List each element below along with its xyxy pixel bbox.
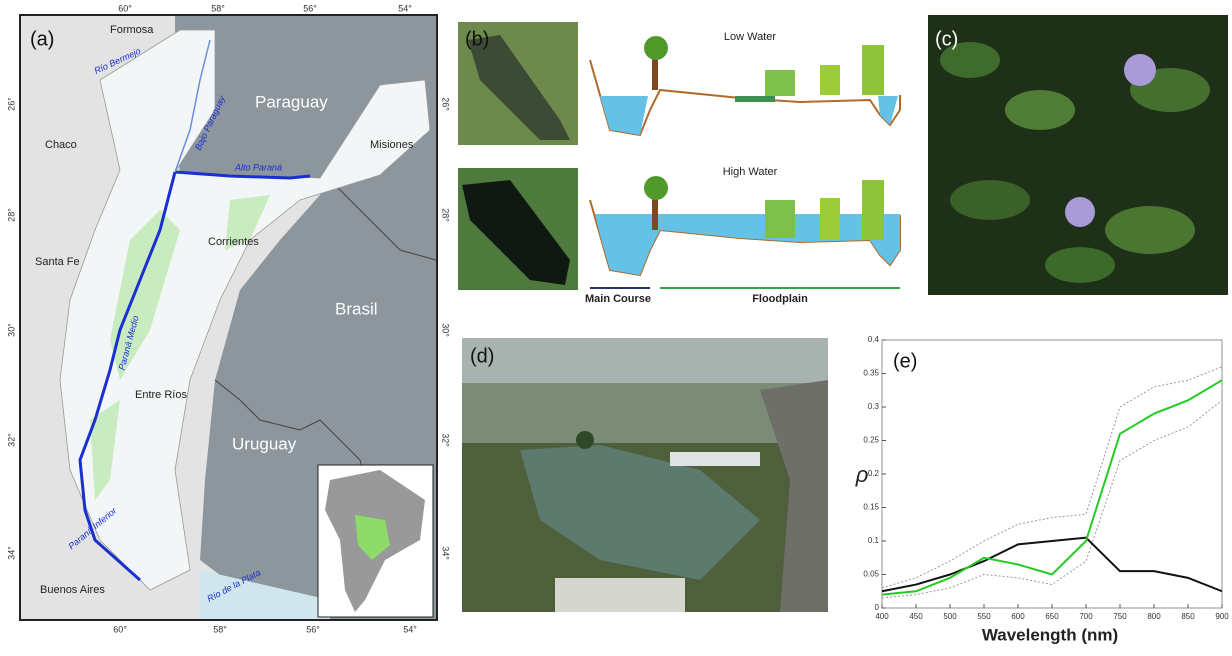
figure: (a) 60° 58° 56° 54° 60° 58° 56° 54° 26° … — [0, 0, 1232, 651]
y-tick-label: 0.3 — [868, 402, 880, 411]
plot-frame — [882, 340, 1222, 608]
place-label: Chaco — [45, 139, 77, 151]
x-axis-label: Wavelength (nm) — [982, 625, 1118, 644]
boat — [670, 452, 760, 466]
y-tick-label: 0.1 — [868, 536, 880, 545]
place-label: Corrientes — [208, 236, 259, 248]
building — [555, 578, 685, 612]
vegetation — [862, 45, 884, 95]
flower — [1065, 197, 1095, 227]
x-tick-label: 750 — [1113, 612, 1127, 621]
lat-label: 30° — [441, 323, 451, 337]
place-label: Formosa — [110, 24, 154, 36]
water — [735, 96, 775, 102]
lon-label: 58° — [213, 624, 227, 634]
vegetation — [862, 180, 884, 240]
leaf — [1045, 247, 1115, 283]
water — [600, 96, 648, 135]
country-label: Paraguay — [255, 92, 328, 111]
lat-label: 28° — [441, 208, 451, 222]
zone-label: Floodplain — [752, 293, 808, 305]
tree — [644, 176, 668, 200]
x-tick-label: 550 — [977, 612, 991, 621]
y-tick-label: 0.4 — [868, 335, 880, 344]
place-label: Entre Ríos — [135, 389, 187, 401]
floodplain-panel: (b) Low Water High Water Main Course Flo… — [458, 22, 900, 305]
lat-label: 32° — [6, 433, 16, 447]
vegetation — [820, 198, 840, 240]
panel-label: (a) — [30, 28, 54, 50]
leaf — [1105, 206, 1195, 254]
panel-label: (d) — [470, 345, 494, 367]
x-tick-label: 850 — [1181, 612, 1195, 621]
x-tick-label: 900 — [1215, 612, 1229, 621]
x-tick-label: 450 — [909, 612, 923, 621]
tree — [576, 431, 594, 449]
panel-label: (e) — [893, 350, 917, 372]
diagram-title: Low Water — [724, 31, 777, 43]
sky — [462, 338, 828, 383]
lon-label: 56° — [303, 3, 317, 13]
leaf — [1005, 90, 1075, 130]
lat-label: 26° — [6, 97, 16, 111]
tree — [644, 36, 668, 60]
lat-label: 32° — [441, 433, 451, 447]
reflectance-chart: (e) Wavelength (nm) ρ 400 450 500 550 600 650… — [855, 335, 1230, 644]
leaf — [950, 180, 1030, 220]
x-tick-label: 600 — [1011, 612, 1025, 621]
place-label: Misiones — [370, 139, 414, 151]
country-label: Uruguay — [232, 434, 297, 453]
flower — [1124, 54, 1156, 86]
diagram-title: High Water — [723, 166, 778, 178]
x-tick-label: 650 — [1045, 612, 1059, 621]
panel-label: (b) — [465, 28, 489, 50]
river-label: Alto Paraná — [234, 162, 282, 172]
lat-label: 34° — [6, 546, 16, 560]
y-tick-label: 0.25 — [863, 436, 879, 445]
x-tick-label: 400 — [875, 612, 889, 621]
country-label: Brasil — [335, 299, 378, 318]
water — [878, 96, 898, 125]
y-tick-label: 0.15 — [863, 503, 879, 512]
panel-label: (c) — [935, 28, 958, 50]
lon-label: 60° — [118, 3, 132, 13]
place-label: Buenos Aires — [40, 584, 105, 596]
lat-label: 34° — [441, 546, 451, 560]
lon-label: 54° — [403, 624, 417, 634]
lat-label: 30° — [6, 323, 16, 337]
place-label: Santa Fe — [35, 256, 80, 268]
lon-label: 54° — [398, 3, 412, 13]
x-tick-label: 700 — [1079, 612, 1093, 621]
lon-label: 56° — [306, 624, 320, 634]
lon-label: 58° — [211, 3, 225, 13]
zone-label: Main Course — [585, 293, 651, 305]
vegetation — [765, 70, 795, 96]
water — [595, 214, 900, 275]
vegetation — [765, 200, 795, 238]
y-tick-label: 0.2 — [868, 469, 880, 478]
x-tick-label: 800 — [1147, 612, 1161, 621]
y-tick-label: 0.35 — [863, 369, 879, 378]
lat-label: 26° — [441, 97, 451, 111]
x-tick-label: 500 — [943, 612, 957, 621]
lat-label: 28° — [6, 208, 16, 222]
y-axis-label: ρ — [855, 462, 869, 487]
y-tick-label: 0 — [875, 603, 880, 612]
vegetation — [820, 65, 840, 95]
lon-label: 60° — [113, 624, 127, 634]
harbour-photo: (d) — [462, 338, 828, 612]
hyacinth-photo: (c) — [928, 15, 1228, 295]
map-panel: (a) 60° 58° 56° 54° 60° 58° 56° 54° 26° … — [6, 3, 450, 634]
y-tick-label: 0.05 — [863, 570, 879, 579]
